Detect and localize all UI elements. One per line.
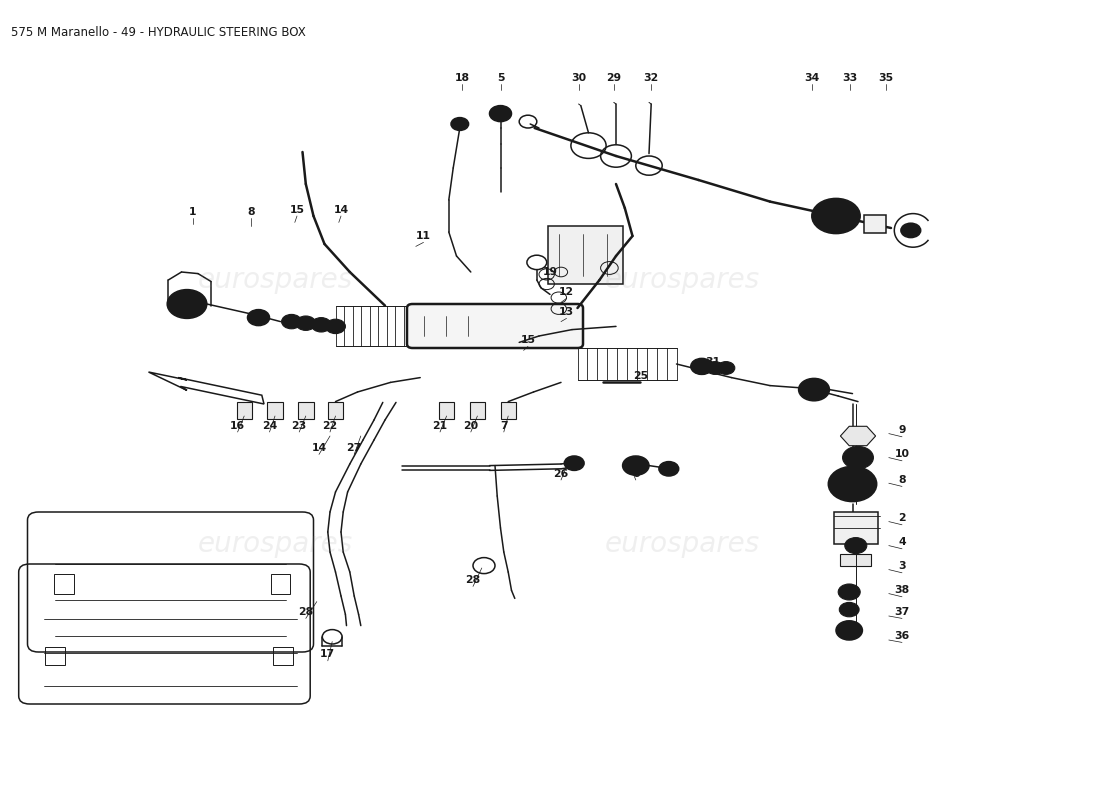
Text: 13: 13 — [559, 307, 574, 317]
Text: 25: 25 — [632, 371, 648, 381]
Bar — [500, 402, 516, 419]
Text: 37: 37 — [894, 607, 910, 617]
Circle shape — [839, 602, 859, 617]
Bar — [236, 402, 252, 419]
Text: 12: 12 — [559, 287, 574, 297]
Bar — [267, 402, 283, 419]
Text: 23: 23 — [292, 421, 307, 430]
Circle shape — [691, 358, 713, 374]
Circle shape — [717, 362, 735, 374]
Circle shape — [282, 314, 301, 329]
Text: 15: 15 — [289, 205, 305, 214]
Text: 14: 14 — [311, 443, 327, 453]
Text: 10: 10 — [894, 450, 910, 459]
Circle shape — [836, 621, 862, 640]
Circle shape — [823, 206, 849, 226]
Text: 8: 8 — [899, 475, 905, 485]
Text: 20: 20 — [463, 421, 478, 430]
Circle shape — [326, 319, 345, 334]
Text: eurospares: eurospares — [604, 266, 760, 294]
Bar — [273, 647, 293, 665]
Bar — [328, 402, 343, 419]
Text: 8: 8 — [248, 207, 254, 217]
Bar — [45, 647, 65, 665]
Text: 4: 4 — [899, 538, 905, 547]
Text: 16: 16 — [230, 421, 245, 430]
Text: 38: 38 — [894, 586, 910, 595]
Circle shape — [851, 453, 865, 462]
Circle shape — [838, 584, 860, 600]
Text: 34: 34 — [804, 73, 820, 82]
Text: 3: 3 — [899, 562, 905, 571]
Text: 32: 32 — [644, 73, 659, 82]
Text: 18: 18 — [454, 73, 470, 82]
Bar — [864, 215, 886, 233]
Bar — [54, 574, 74, 594]
Circle shape — [451, 118, 469, 130]
Text: 9: 9 — [899, 426, 905, 435]
Circle shape — [564, 456, 584, 470]
Text: 1: 1 — [189, 207, 196, 217]
Circle shape — [706, 362, 724, 374]
Circle shape — [659, 462, 679, 476]
Text: 5: 5 — [497, 73, 504, 82]
Text: 26: 26 — [553, 469, 569, 478]
Text: 27: 27 — [346, 443, 362, 453]
Bar — [548, 226, 623, 284]
Text: 11: 11 — [416, 231, 431, 241]
Text: 30: 30 — [571, 73, 586, 82]
Circle shape — [167, 290, 207, 318]
Bar — [470, 402, 485, 419]
Text: 575 M Maranello - 49 - HYDRAULIC STEERING BOX: 575 M Maranello - 49 - HYDRAULIC STEERIN… — [11, 26, 306, 38]
Text: eurospares: eurospares — [197, 266, 353, 294]
Bar — [439, 402, 454, 419]
Text: 21: 21 — [432, 421, 448, 430]
Text: 24: 24 — [262, 421, 277, 430]
Circle shape — [623, 456, 649, 475]
Bar — [840, 554, 871, 566]
Text: eurospares: eurospares — [197, 530, 353, 558]
Text: 31: 31 — [705, 357, 720, 366]
Circle shape — [828, 466, 877, 502]
Text: 33: 33 — [843, 73, 858, 82]
Text: 29: 29 — [606, 73, 621, 82]
Text: 7: 7 — [500, 421, 507, 430]
Text: eurospares: eurospares — [604, 530, 760, 558]
Circle shape — [844, 588, 855, 596]
Bar — [271, 574, 290, 594]
Text: 14: 14 — [333, 205, 349, 214]
Text: 6: 6 — [632, 469, 639, 478]
Circle shape — [812, 198, 860, 234]
Circle shape — [843, 446, 873, 469]
Circle shape — [901, 223, 921, 238]
Text: 22: 22 — [322, 421, 338, 430]
Bar — [298, 402, 314, 419]
Circle shape — [490, 106, 512, 122]
Circle shape — [693, 362, 711, 374]
Text: 17: 17 — [320, 650, 336, 659]
FancyBboxPatch shape — [407, 304, 583, 348]
Polygon shape — [148, 372, 264, 404]
Text: 28: 28 — [298, 607, 314, 617]
Text: 2: 2 — [899, 514, 905, 523]
Circle shape — [248, 310, 270, 326]
Polygon shape — [840, 426, 876, 446]
Text: 19: 19 — [542, 267, 558, 277]
Text: 36: 36 — [894, 631, 910, 641]
Circle shape — [296, 316, 316, 330]
Text: 35: 35 — [878, 73, 893, 82]
Text: 28: 28 — [465, 575, 481, 585]
Circle shape — [311, 318, 331, 332]
Bar — [834, 512, 878, 544]
Text: 15: 15 — [520, 335, 536, 345]
Circle shape — [799, 378, 829, 401]
Circle shape — [845, 538, 867, 554]
